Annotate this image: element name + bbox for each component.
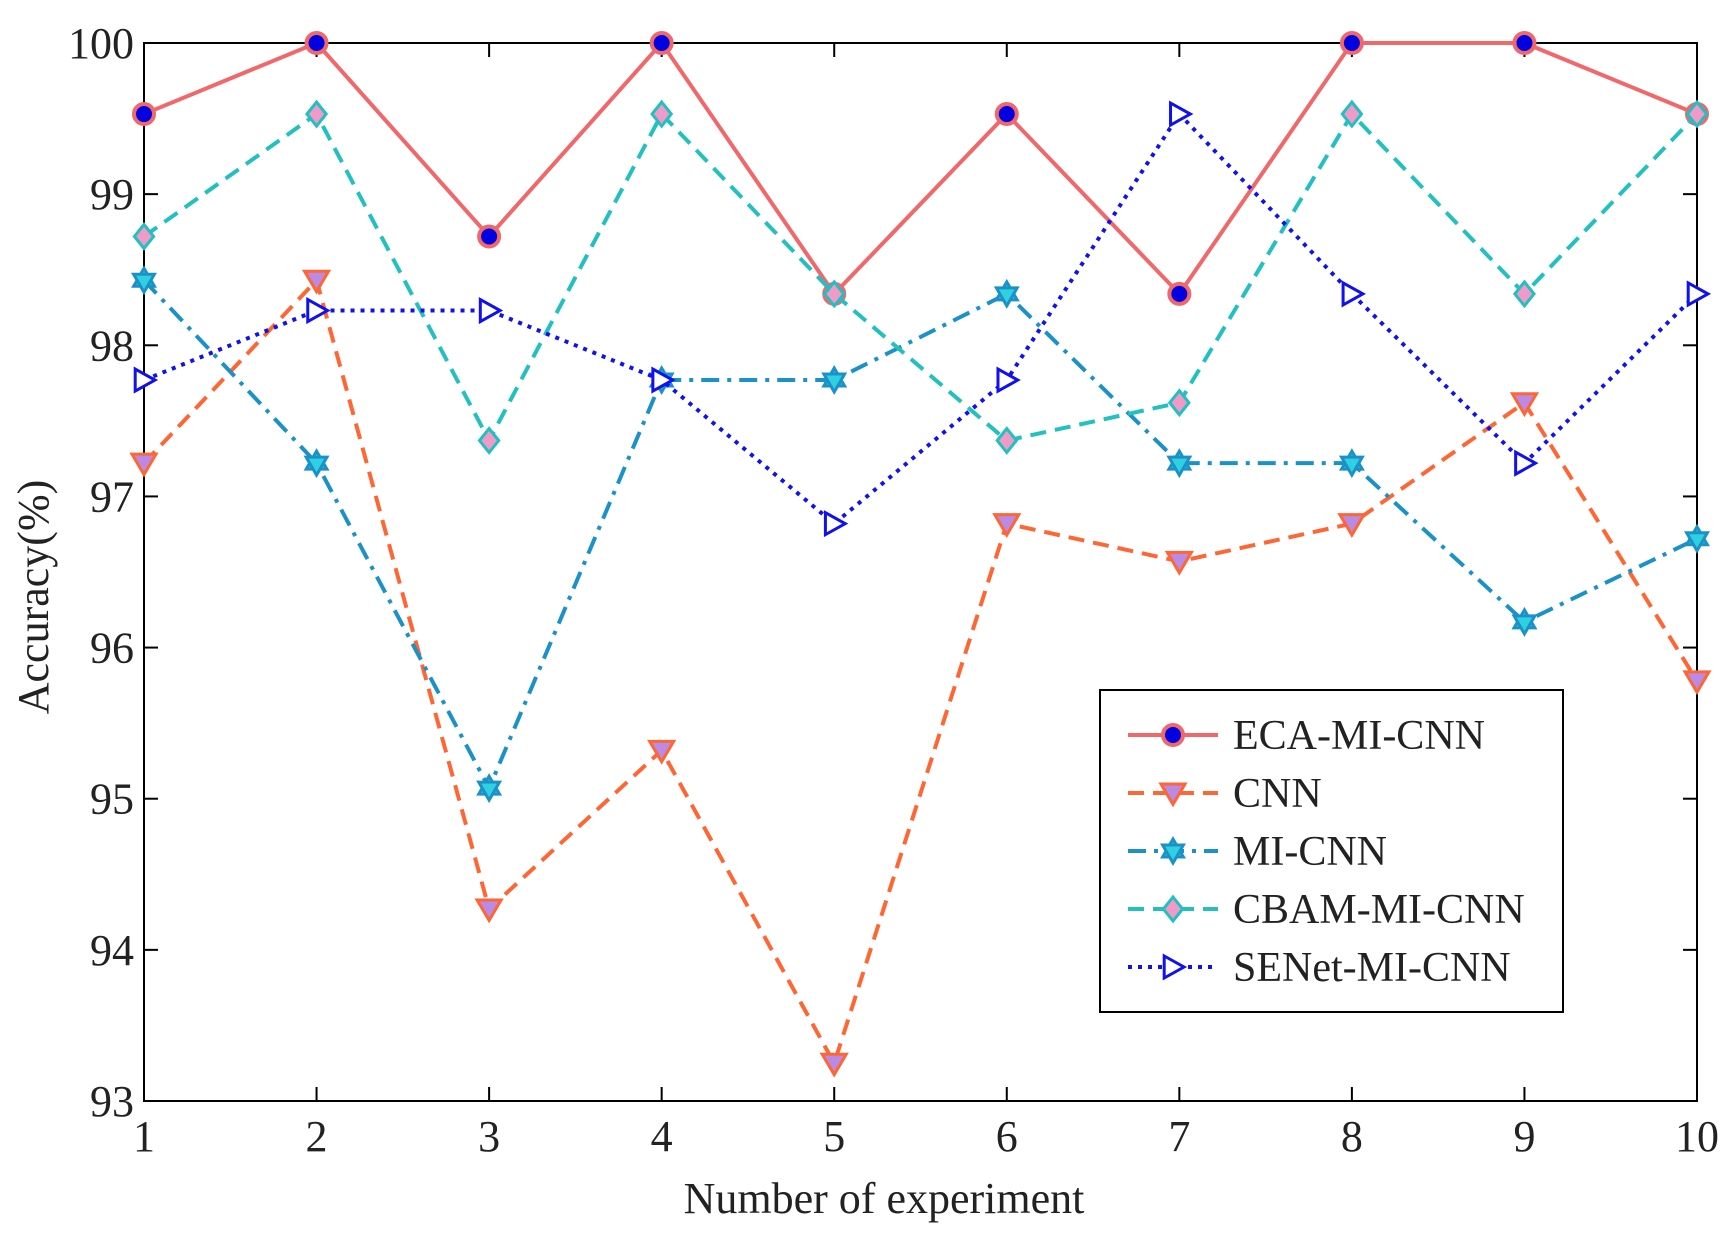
data-point-senet-mi-cnn [823,510,849,538]
data-point-mi-cnn [1511,606,1538,637]
y-tick-label: 95 [90,775,134,824]
x-tick-label: 8 [1341,1112,1363,1161]
data-point-mi-cnn [821,365,848,396]
y-tick-label: 96 [90,624,134,673]
data-point-eca-mi-cnn [994,102,1019,127]
legend-label-senet-mi-cnn: SENet-MI-CNN [1233,945,1511,991]
plot-frame [143,42,1698,1102]
x-tick-label: 7 [1168,1112,1190,1161]
series-line-cbam-mi-cnn [142,112,1699,443]
data-point-cbam-mi-cnn [1685,99,1709,129]
data-point-mi-cnn [1684,523,1710,554]
x-tick-label: 2 [306,1112,328,1161]
data-point-cnn [1509,392,1540,418]
legend-label-cbam-mi-cnn: CBAM-MI-CNN [1233,887,1525,933]
legend-marker-senet-mi-cnn [1162,953,1188,981]
data-point-cnn [1682,670,1712,696]
y-tick-label: 100 [68,19,134,68]
data-point-cnn [819,1052,849,1078]
data-point-eca-mi-cnn [132,102,156,127]
data-point-cnn [474,898,504,924]
legend: ECA-MI-CNN CNN MI-CNN CBAM-MI-CNN SENet-MI-C… [1099,689,1564,1013]
data-point-eca-mi-cnn [304,31,329,55]
series-line-eca-mi-cnn [143,41,1698,296]
data-point-mi-cnn [993,278,1020,309]
y-tick-label: 98 [90,321,134,370]
data-point-mi-cnn [131,265,157,296]
data-point-senet-mi-cnn [651,366,676,394]
data-point-cnn [129,452,159,478]
data-point-senet-mi-cnn [1686,280,1712,308]
y-tick-label: 94 [90,926,134,975]
y-axis-label: Accuracy(%) [9,480,58,715]
data-point-cbam-mi-cnn [1167,388,1191,418]
data-point-senet-mi-cnn [996,366,1021,394]
data-point-eca-mi-cnn [1167,281,1192,306]
x-tick-label: 4 [651,1112,673,1161]
data-point-cbam-mi-cnn [995,426,1019,455]
data-point-mi-cnn [476,773,503,804]
data-point-senet-mi-cnn [133,366,159,394]
data-point-cbam-mi-cnn [477,426,501,455]
data-point-senet-mi-cnn [1514,449,1539,477]
data-point-mi-cnn [303,448,330,479]
data-point-senet-mi-cnn [1169,100,1194,128]
data-point-cnn [301,269,332,295]
data-point-cnn [1337,513,1367,538]
data-point-cbam-mi-cnn [650,99,674,129]
data-point-eca-mi-cnn [1512,31,1537,55]
legend-marker-mi-cnn [1160,835,1186,867]
series-line-mi-cnn [142,278,1698,791]
data-point-cbam-mi-cnn [1340,99,1364,129]
x-tick-label: 5 [823,1112,845,1161]
legend-marker-cbam-mi-cnn [1161,894,1185,924]
legend-marker-eca-mi-cnn [1161,723,1185,747]
data-point-cnn [992,513,1022,538]
x-tick-label: 10 [1675,1112,1719,1161]
data-point-senet-mi-cnn [1341,280,1366,308]
series-line-cnn [142,278,1699,1066]
x-tick-label: 1 [133,1112,155,1161]
data-point-cbam-mi-cnn [305,99,329,129]
data-point-cbam-mi-cnn [1512,279,1536,309]
x-tick-label: 6 [996,1112,1018,1161]
y-tick-label: 97 [90,472,134,521]
x-tick-label: 3 [478,1112,500,1161]
x-tick-label: 9 [1513,1112,1535,1161]
x-axis-label: Number of experiment [684,1174,1085,1223]
data-point-cbam-mi-cnn [822,279,846,309]
data-point-mi-cnn [1166,448,1193,479]
legend-marker-cnn [1158,782,1188,808]
data-point-cnn [1164,550,1194,576]
data-point-eca-mi-cnn [477,224,502,249]
legend-label-eca-mi-cnn: ECA-MI-CNN [1233,713,1485,759]
y-tick-label: 93 [90,1077,134,1126]
data-point-cbam-mi-cnn [132,222,156,251]
legend-label-mi-cnn: MI-CNN [1233,829,1387,875]
data-point-senet-mi-cnn [478,296,504,325]
data-point-cnn [647,739,677,765]
data-point-eca-mi-cnn [649,31,674,55]
y-tick-label: 99 [90,170,134,219]
legend-label-cnn: CNN [1233,771,1322,817]
data-point-mi-cnn [1338,448,1365,479]
data-point-senet-mi-cnn [306,296,331,325]
data-point-eca-mi-cnn [1339,31,1364,55]
series-line-senet-mi-cnn [143,112,1699,526]
